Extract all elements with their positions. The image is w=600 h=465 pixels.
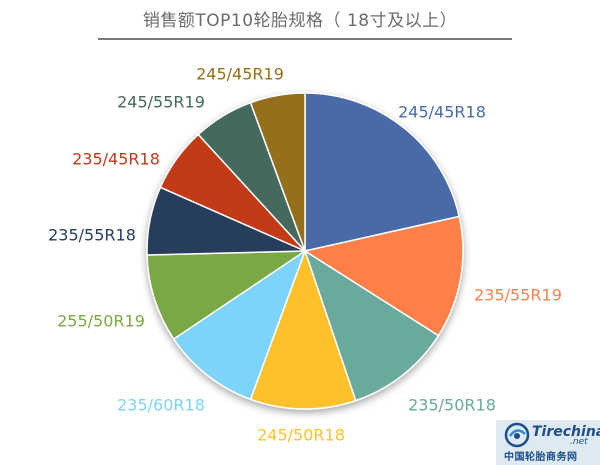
- pie-label-235-55r19: 235/55R19: [474, 286, 562, 305]
- pie-slice-245-45r18: [304, 92, 461, 252]
- watermark-name: 中国轮胎商务网: [504, 452, 578, 463]
- pie-slice-235-60r18: [172, 249, 307, 401]
- pie-label-245-45r18: 245/45R18: [398, 103, 486, 122]
- pie-slice-255-50r19: [146, 250, 308, 341]
- pie-label-235-45r18: 235/45R18: [72, 150, 160, 169]
- chart-title: 销售额TOP10轮胎规格（ 18寸及以上）: [142, 11, 458, 31]
- pie-slice-235-50r18: [303, 249, 440, 402]
- pie-label-255-50r19: 255/50R19: [57, 312, 145, 331]
- pie-label-235-60r18: 235/60R18: [117, 396, 205, 415]
- watermark-logo: Tirechina .net 中国轮胎商务网: [496, 420, 600, 465]
- pie-slice-245-50r18: [249, 248, 357, 410]
- pie-label-245-45r19: 245/45R19: [196, 65, 284, 84]
- watermark-site-sub: .net: [570, 437, 588, 447]
- tirechina-logo-icon: [504, 422, 530, 448]
- pie-slice-235-55r19: [303, 215, 464, 337]
- pie-label-245-50r18: 245/50R18: [257, 426, 345, 445]
- pie-label-235-50r18: 235/50R18: [408, 396, 496, 415]
- pie-label-235-55r18: 235/55R18: [48, 226, 136, 245]
- pie-slice-245-45r19: [249, 92, 306, 252]
- watermark-site: Tirechina: [532, 424, 600, 440]
- pie-label-245-55r19: 245/55R19: [117, 93, 205, 112]
- title-divider: [98, 38, 512, 40]
